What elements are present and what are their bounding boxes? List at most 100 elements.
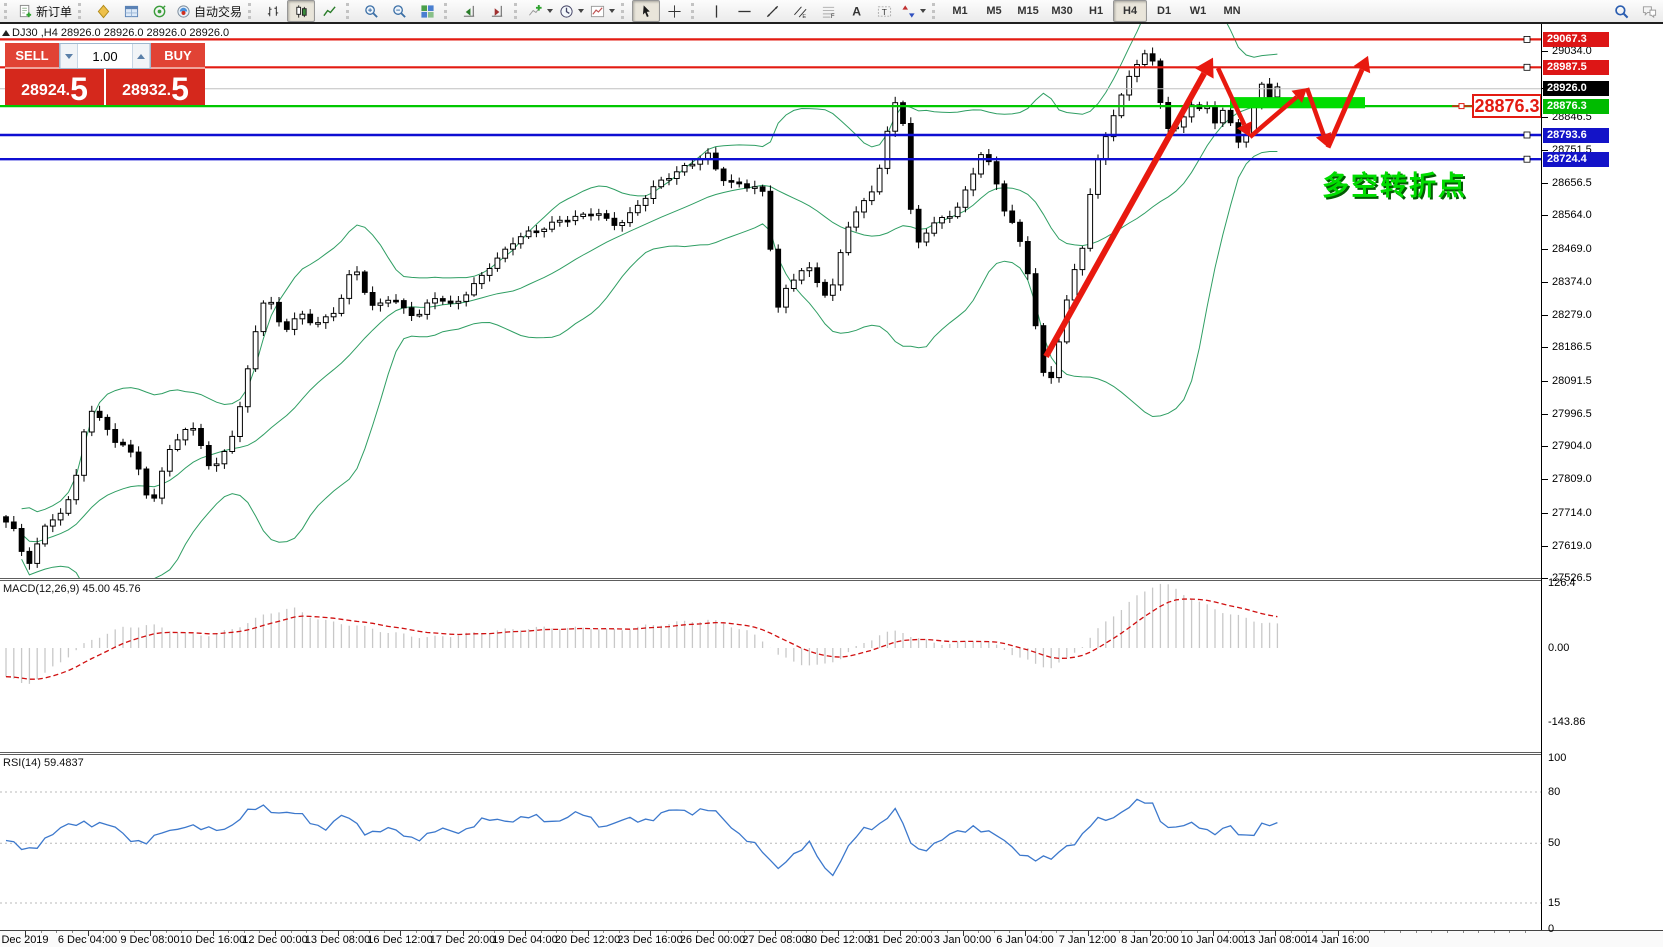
toolbar-indicators-button[interactable] — [525, 0, 556, 22]
toolbar-separator — [4, 3, 12, 19]
timeframe-M15-button[interactable]: M15 — [1017, 5, 1039, 17]
time-axis[interactable]: Dec 2019 6 Dec 04:00 9 Dec 08:00 10 Dec 16:… — [0, 930, 1663, 947]
timeframe-D1-button[interactable]: D1 — [1157, 5, 1172, 17]
toolbar-templates-button[interactable] — [587, 0, 618, 22]
toolbar-cursor-button[interactable] — [632, 0, 661, 22]
toolbar-horizontal-line-button[interactable] — [730, 0, 758, 22]
toolbar-zoom-out-button[interactable] — [385, 0, 413, 22]
vertical-line-icon — [709, 4, 724, 19]
toolbar-separator — [78, 3, 86, 19]
time-tick-label: 12 Dec 00:00 — [242, 934, 308, 946]
toolbar-vertical-line-button[interactable] — [702, 0, 730, 22]
toolbar-equidistant-channel-button[interactable]: E — [786, 0, 814, 22]
timeframe-MN-button[interactable]: MN — [1223, 5, 1241, 17]
time-tick-label: 27 Dec 08:00 — [742, 934, 808, 946]
rsi-panel[interactable]: RSI(14) 59.4837 — [0, 755, 1541, 930]
toolbar-bar-chart-button[interactable] — [259, 0, 287, 22]
sell-button[interactable]: SELL — [5, 43, 59, 69]
toolbar-auto-trading-button[interactable]: 自动交易 — [173, 0, 245, 22]
timeframe-H4-button[interactable]: H4 — [1113, 0, 1148, 22]
timeframe-M30-button[interactable]: M30 — [1051, 5, 1073, 17]
toolbar-chat-button[interactable] — [1635, 0, 1663, 22]
time-minor-tick — [368, 931, 370, 933]
macd-panel[interactable]: MACD(12,26,9) 45.00 45.76 — [0, 581, 1541, 752]
panel-splitter[interactable] — [0, 752, 1663, 755]
toolbar-tile-windows-button[interactable] — [413, 0, 441, 22]
horizontal-line-icon — [737, 4, 752, 19]
time-tick-mark — [150, 931, 151, 936]
svg-text:T: T — [881, 6, 886, 16]
price-tick: 28656.5 — [1552, 177, 1592, 189]
macd-label: MACD(12,26,9) 45.00 45.76 — [3, 583, 141, 595]
timeframe-H1-button[interactable]: H1 — [1089, 5, 1104, 17]
toolbar-candlestick-button[interactable] — [287, 0, 316, 22]
volume-input[interactable]: 1.00 — [92, 48, 118, 64]
triangle-up-icon — [137, 53, 145, 59]
toolbar-separator — [932, 3, 940, 19]
price-level-label: 28793.6 — [1543, 127, 1609, 143]
price-tick-mark — [1542, 545, 1548, 547]
time-tick-label: 14 Jan 16:00 — [1305, 934, 1370, 946]
time-minor-tick — [384, 931, 386, 933]
toolbar-new-order-button[interactable]: 新订单 — [15, 0, 75, 22]
chart-shift-icon — [490, 4, 505, 19]
sell-price[interactable]: 28924. 5 — [5, 69, 106, 105]
buy-price[interactable]: 28932. 5 — [106, 69, 205, 105]
panel-splitter[interactable] — [0, 578, 1663, 581]
macd-chart — [5, 583, 1279, 684]
candlestick-chart[interactable] — [0, 24, 1541, 578]
timeframe-W1-button[interactable]: W1 — [1189, 5, 1207, 17]
time-minor-tick — [1493, 931, 1495, 933]
toolbar-crosshair-button[interactable] — [660, 0, 688, 22]
dropdown-arrow-icon[interactable] — [578, 9, 585, 13]
time-minor-tick — [681, 931, 683, 933]
toolbar-periods-button[interactable] — [556, 0, 587, 22]
toolbar-search-button[interactable] — [1607, 0, 1635, 22]
toolbar-arrows-button[interactable] — [898, 0, 929, 22]
annotation-text[interactable]: 多空转折点 — [1322, 171, 1467, 201]
time-minor-tick — [134, 931, 136, 933]
time-minor-tick — [478, 931, 480, 933]
toolbar-line-chart-button[interactable] — [315, 0, 343, 22]
time-tick-label: 13 Dec 08:00 — [304, 934, 371, 946]
time-tick-label: 13 Jan 08:00 — [1243, 934, 1307, 946]
time-tick-mark — [275, 931, 276, 936]
volume-decrease-button[interactable] — [60, 44, 78, 68]
toolbar-text-label-button[interactable]: T — [870, 0, 898, 22]
dropdown-arrow-icon[interactable] — [609, 9, 616, 13]
main-chart-panel[interactable]: DJ30 ,H4 28926.0 28926.0 28926.0 28926.0… — [0, 24, 1541, 578]
toolbar-trendline-button[interactable] — [758, 0, 786, 22]
collapse-arrow-icon[interactable] — [2, 30, 10, 36]
toolbar-separator — [248, 3, 256, 19]
dropdown-arrow-icon[interactable] — [920, 9, 927, 13]
time-tick-label: 6 Dec 04:00 — [57, 934, 118, 946]
toolbar-data-window-button[interactable] — [117, 0, 145, 22]
time-minor-tick — [1462, 931, 1464, 933]
toolbar-chart-shift-button[interactable] — [483, 0, 511, 22]
price-tick: 28564.0 — [1552, 209, 1592, 222]
time-minor-tick — [806, 931, 808, 933]
price-axis[interactable]: 29034.028929.028846.528751.528656.528564… — [1541, 24, 1663, 935]
toolbar-market-watch-button[interactable] — [89, 0, 117, 22]
toolbar-navigator-button[interactable] — [145, 0, 173, 22]
toolbar-auto-scroll-button[interactable] — [455, 0, 483, 22]
time-minor-tick — [431, 931, 433, 933]
toolbar-text-button[interactable]: A — [842, 0, 870, 22]
time-tick-mark — [525, 931, 526, 936]
time-minor-tick — [181, 931, 183, 933]
dropdown-arrow-icon[interactable] — [547, 9, 554, 13]
buy-price-int: 28932. — [122, 82, 172, 99]
time-minor-tick — [603, 931, 605, 933]
time-minor-tick — [743, 931, 745, 933]
volume-increase-button[interactable] — [132, 44, 150, 68]
time-tick-label: 10 Jan 04:00 — [1180, 934, 1245, 946]
time-minor-tick — [306, 931, 308, 933]
buy-button[interactable]: BUY — [151, 43, 205, 69]
price-callout-label[interactable]: 28876.3 — [1472, 94, 1541, 118]
toolbar-zoom-in-button[interactable] — [357, 0, 385, 22]
time-minor-tick — [56, 931, 58, 933]
macd-scale-tick: -143.86 — [1548, 716, 1586, 728]
timeframe-M5-button[interactable]: M5 — [986, 5, 1002, 17]
timeframe-M1-button[interactable]: M1 — [952, 5, 968, 17]
toolbar-fibonacci-button[interactable]: F — [814, 0, 842, 22]
